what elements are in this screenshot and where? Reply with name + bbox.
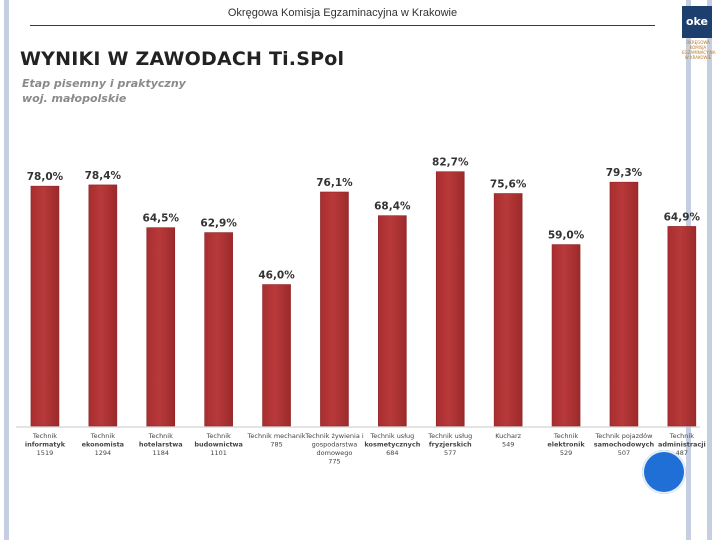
category-label: Technik hotelarstwa 1184	[139, 432, 183, 457]
category-label: Technik mechanik 785	[247, 432, 306, 449]
data-label: 62,9%	[200, 218, 237, 230]
logo-mark: oke	[682, 6, 712, 38]
data-label: 64,9%	[664, 211, 701, 223]
bar	[30, 185, 60, 427]
logo-subtext-line: KOMISJA	[689, 45, 707, 50]
category-label: Technik żywienia i gospodarstwa domowego 77…	[304, 432, 364, 466]
data-label: 79,3%	[606, 167, 643, 179]
bar	[204, 232, 233, 427]
page-header: Okręgowa Komisja Egzaminacyjna w Krakowi…	[227, 7, 458, 19]
category-label: Technik elektronik 529	[547, 432, 585, 457]
subtitle-line: woj. małopolskie	[22, 92, 127, 105]
category-label: Technik usług fryzjerskich 577	[427, 432, 472, 457]
data-label: 75,6%	[490, 179, 527, 191]
bar	[435, 171, 465, 427]
data-label: 76,1%	[316, 177, 353, 189]
header-divider	[30, 25, 655, 26]
data-label: 82,7%	[432, 157, 469, 169]
bar	[88, 184, 118, 427]
category-label: Technik administracji 487	[658, 432, 706, 457]
bar	[609, 181, 639, 427]
chart-title: WYNIKI W ZAWODACH Ti.SPol	[20, 48, 345, 70]
data-label: 68,4%	[374, 201, 411, 213]
bar	[667, 226, 697, 427]
bar	[378, 215, 407, 427]
chart-subtitle: Etap pisemny i praktyczny woj. małopolsk…	[22, 76, 186, 106]
right-decor-bar-outer	[707, 0, 712, 540]
category-label: Technik ekonomista 1294	[82, 432, 124, 457]
bar	[551, 244, 581, 427]
bar	[320, 191, 349, 427]
logo-subtext: OKRĘGOWA KOMISJA EGZAMINACYJNA W KRAKOWI…	[682, 40, 716, 60]
data-label: 78,4%	[85, 170, 122, 182]
left-decor-bar	[4, 0, 9, 540]
data-label: 46,0%	[258, 270, 295, 282]
bar	[262, 284, 291, 427]
bar	[493, 193, 523, 427]
bar	[146, 227, 176, 427]
category-label: Technik informatyk 1519	[25, 432, 66, 457]
logo-subtext-line: EGZAMINACYJNA	[682, 50, 716, 55]
category-label: Technik pojazdów samochodowych 507	[594, 432, 655, 457]
slide-nav-button[interactable]	[642, 450, 686, 494]
category-label: Technik usług kosmetycznych 684	[364, 432, 420, 457]
logo-subtext-line: W KRAKOWIE	[684, 55, 712, 60]
subtitle-line: Etap pisemny i praktyczny	[22, 77, 186, 90]
data-label: 64,5%	[143, 213, 180, 225]
category-label: Kucharz 549	[495, 432, 521, 449]
data-label: 59,0%	[548, 230, 585, 242]
oke-logo: oke OKRĘGOWA KOMISJA EGZAMINACYJNA W KRA…	[682, 6, 716, 62]
logo-subtext-line: OKRĘGOWA	[686, 40, 710, 45]
category-label: Technik budownictwa 1101	[194, 432, 243, 457]
data-label: 78,0%	[27, 171, 64, 183]
